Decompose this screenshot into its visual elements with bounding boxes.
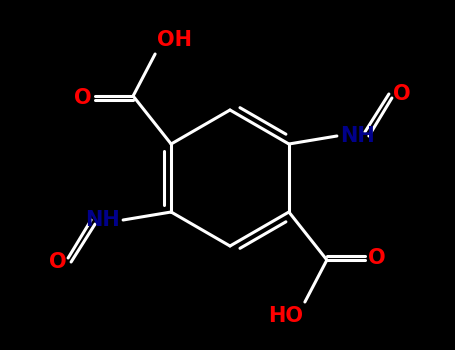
- Text: NH: NH: [340, 126, 374, 146]
- Text: O: O: [393, 84, 410, 104]
- Text: O: O: [50, 252, 67, 272]
- Text: NH: NH: [86, 210, 120, 230]
- Text: O: O: [368, 248, 385, 268]
- Text: HO: HO: [268, 306, 303, 326]
- Text: OH: OH: [157, 30, 192, 50]
- Text: O: O: [75, 88, 92, 108]
